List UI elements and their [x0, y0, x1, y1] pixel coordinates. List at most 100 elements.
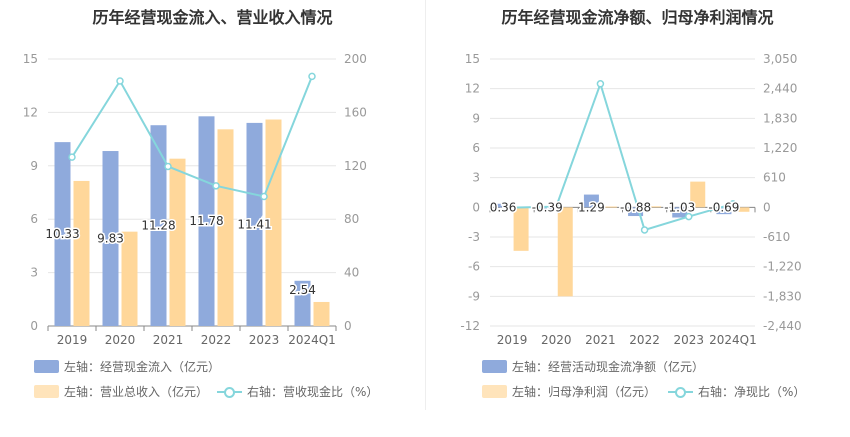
- data-label: 2.54: [289, 283, 316, 297]
- y-left-tick-label: 6: [472, 141, 480, 155]
- bar-cash-inflow: [54, 142, 71, 326]
- ratio-point: [260, 192, 268, 201]
- bar-net-cash: [672, 207, 688, 218]
- ratio-point: [596, 80, 605, 88]
- y-left-tick-label: 3: [30, 266, 38, 280]
- bar-net-cash: [539, 207, 555, 212]
- legend-item-net-cash-ratio[interactable]: 右轴：净现比（%）: [668, 383, 805, 400]
- cashflow-revenue-chart: 0 0 3 40 6 80 9 120 12 160 15 200 2019 2020 2021 2022 20…: [23, 52, 367, 347]
- y-left-tick-label: 6: [30, 212, 38, 226]
- ratio-point: [164, 162, 172, 171]
- chart-title: 历年经营现金流入、营业收入情况: [92, 8, 333, 27]
- data-label: -1.03: [664, 200, 695, 214]
- y-right-tick-label: -1,830: [763, 289, 802, 303]
- data-label: -0.39: [532, 200, 563, 214]
- ratio-point: [68, 153, 76, 161]
- bar-net-profit: [557, 207, 573, 297]
- y-left-tick-label: -6: [468, 260, 480, 274]
- legend-item-net-cash[interactable]: 左轴：经营活动现金流净额（亿元）: [482, 358, 704, 375]
- y-left-tick-label: 0: [30, 319, 38, 333]
- bar-revenue: [313, 301, 330, 326]
- ratio-point: [552, 202, 560, 211]
- legend-swatch: [34, 385, 59, 398]
- y-right-tick-label: 80: [344, 212, 359, 226]
- ratio-point: [212, 182, 220, 190]
- netcash-profit-chart-panel: 历年经营现金流净额、归母净利润情况 -12 -2,440 -9 -1,830 -6 -1,…: [425, 0, 850, 437]
- y-right-tick-label: 160: [344, 105, 367, 119]
- panel-divider: [425, 0, 426, 410]
- y-left-tick-label: 0: [472, 200, 480, 214]
- legend-label: 左轴：营业总收入（亿元）: [64, 385, 209, 399]
- x-tick-label: 2021: [585, 333, 616, 347]
- legend-swatch: [482, 385, 507, 398]
- x-tick-label: 2021: [153, 333, 184, 347]
- x-tick-label: 2019: [497, 333, 528, 347]
- legend-item-cash-inflow[interactable]: 左轴：经营现金流入（亿元）: [34, 358, 220, 375]
- y-right-tick-label: 1,830: [763, 111, 797, 125]
- ratio-point: [729, 200, 737, 208]
- x-tick-label: 2024Q1: [288, 333, 336, 347]
- bar-revenue: [217, 129, 234, 326]
- bar-net-cash: [495, 203, 511, 208]
- y-right-tick-label: 40: [344, 266, 359, 280]
- x-tick-label: 2024Q1: [709, 333, 757, 347]
- x-tick-label: 2023: [673, 333, 704, 347]
- bar-net-profit: [646, 206, 662, 208]
- data-label: 11.78: [189, 214, 223, 228]
- legend-label: 左轴：归母净利润（亿元）: [512, 385, 657, 399]
- y-right-tick-label: 610: [763, 171, 786, 185]
- legend-item-revenue-cash-ratio[interactable]: 右轴：营收现金比（%）: [217, 383, 378, 400]
- x-tick-label: 2019: [57, 333, 88, 347]
- bar-net-profit: [513, 207, 529, 251]
- data-label: 0.36: [490, 200, 517, 214]
- legend-item-revenue[interactable]: 左轴：营业总收入（亿元）: [34, 383, 208, 400]
- data-label: 11.28: [141, 219, 175, 233]
- bar-net-profit: [690, 181, 706, 208]
- legend-line-swatch: [217, 385, 242, 399]
- ratio-point: [116, 77, 124, 85]
- y-left-tick-label: 12: [465, 82, 480, 96]
- data-label: -0.88: [620, 200, 651, 214]
- legend-label: 左轴：经营活动现金流净额（亿元）: [512, 360, 705, 374]
- y-right-tick-label: -1,220: [763, 260, 802, 274]
- y-right-tick-label: 120: [344, 159, 367, 173]
- bar-net-cash: [716, 207, 732, 215]
- bar-net-profit: [734, 207, 750, 212]
- y-left-tick-label: -9: [468, 289, 480, 303]
- ratio-point: [308, 72, 316, 81]
- ratio-point: [508, 203, 516, 212]
- x-tick-label: 2023: [249, 333, 280, 347]
- bar-net-cash: [628, 207, 644, 217]
- legend-label: 右轴：营收现金比（%）: [247, 385, 379, 399]
- ratio-line: [512, 80, 734, 232]
- chart-title: 历年经营现金流净额、归母净利润情况: [501, 8, 774, 27]
- legend-label: 右轴：净现比（%）: [698, 385, 806, 399]
- legend-label: 左轴：经营现金流入（亿元）: [64, 360, 221, 374]
- y-left-tick-label: -12: [460, 319, 480, 333]
- legend-swatch: [34, 360, 59, 373]
- bar-cash-inflow: [102, 151, 119, 326]
- x-tick-label: 2020: [541, 333, 572, 347]
- bar-net-cash: [583, 194, 599, 208]
- x-tick-label: 2020: [105, 333, 136, 347]
- ratio-line: [71, 75, 313, 198]
- bar-revenue: [121, 231, 138, 326]
- bar-net-profit: [601, 206, 617, 208]
- y-right-tick-label: -610: [763, 230, 790, 244]
- bar-cash-inflow: [198, 116, 215, 326]
- y-left-tick-label: -3: [468, 230, 480, 244]
- legend-line-swatch: [668, 385, 693, 399]
- x-tick-label: 2022: [629, 333, 660, 347]
- bar-cash-inflow: [150, 125, 167, 326]
- y-right-tick-label: 0: [763, 200, 771, 214]
- data-label: 10.33: [45, 227, 79, 241]
- y-left-tick-label: 3: [472, 171, 480, 185]
- bar-cash-inflow: [294, 280, 311, 326]
- data-label: -0.69: [708, 200, 739, 214]
- y-left-tick-label: 12: [23, 105, 38, 119]
- legend-item-net-profit[interactable]: 左轴：归母净利润（亿元）: [482, 383, 656, 400]
- netcash-profit-chart: -12 -2,440 -9 -1,830 -6 -1,220 -3 -610 0 0 3 610 6 1,…: [460, 52, 802, 347]
- bar-revenue: [169, 158, 186, 326]
- bar-revenue: [73, 180, 90, 326]
- y-right-tick-label: 3,050: [763, 52, 797, 66]
